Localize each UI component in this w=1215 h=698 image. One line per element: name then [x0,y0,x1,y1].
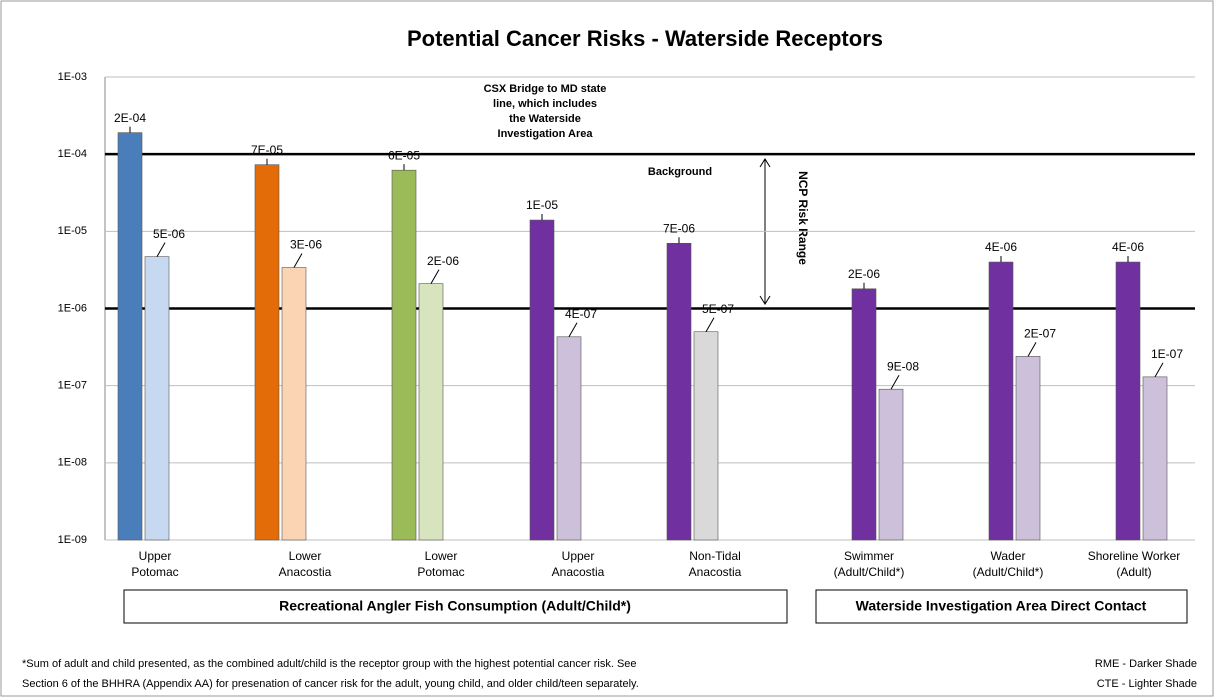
bar [281,267,307,541]
group-box [123,589,788,624]
data-label: 1E-05 [526,198,558,212]
x-tick-label: Lower [289,549,322,563]
annotation: CSX Bridge to MD state [484,83,607,95]
data-label: 6E-05 [388,148,420,162]
y-tick-label: 1E-07 [58,380,87,392]
x-tick-label: Anacostia [689,565,742,579]
bar [1142,376,1168,541]
annotation: line, which includes [493,98,597,110]
y-tick-label: 1E-08 [58,457,87,469]
label-leader [568,322,578,338]
bar [117,132,143,541]
x-tick-label: Potomac [131,565,178,579]
x-tick-label: Shoreline Worker [1088,549,1180,563]
annotation: NCP Risk Range [796,171,810,265]
x-tick-label: (Adult/Child*) [834,565,905,579]
data-label: 4E-07 [565,307,597,321]
bar [878,388,904,541]
x-tick-label: (Adult) [1116,565,1151,579]
bar [144,256,170,541]
data-label: 2E-04 [114,111,146,125]
x-tick-label: Upper [139,549,172,563]
x-tick-label: Anacostia [279,565,332,579]
label-leader [156,242,166,257]
data-label: 5E-07 [702,302,734,316]
group-label: Recreational Angler Fish Consumption (Ad… [279,598,631,614]
bar [1115,261,1141,541]
annotation: Background [648,166,712,178]
label-leader [430,269,440,284]
bar [529,219,555,541]
group-label: Waterside Investigation Area Direct Cont… [856,598,1147,614]
label-leader [705,317,715,332]
label-leader [1154,362,1164,378]
x-tick-label: Non-Tidal [689,549,741,563]
label-leader [890,374,900,390]
bar [391,169,417,541]
footnote: Section 6 of the BHHRA (Appendix AA) for… [22,678,639,690]
y-tick-label: 1E-09 [58,534,87,546]
y-tick-label: 1E-03 [58,71,87,83]
chart-title: Potential Cancer Risks - Waterside Recep… [407,26,883,51]
bar [693,331,719,541]
legend-entry: RME - Darker Shade [1095,658,1197,670]
data-label: 7E-06 [663,221,695,235]
x-tick-label: Potomac [417,565,464,579]
group-box [815,589,1188,624]
data-label: 2E-06 [427,254,459,268]
data-label: 1E-07 [1151,347,1183,361]
bar [666,242,692,541]
annotation: Investigation Area [498,128,594,140]
x-tick-label: Upper [562,549,595,563]
bar [851,288,877,541]
data-label: 2E-07 [1024,326,1056,340]
label-leader [293,253,303,268]
data-label: 4E-06 [1112,240,1144,254]
label-leader [1027,342,1037,357]
data-label: 2E-06 [848,267,880,281]
data-label: 9E-08 [887,359,919,373]
data-label: 7E-05 [251,143,283,157]
x-tick-label: Swimmer [844,549,894,563]
y-tick-label: 1E-04 [58,148,87,160]
bar [254,164,280,541]
data-label: 3E-06 [290,238,322,252]
legend-entry: CTE - Lighter Shade [1097,678,1197,690]
x-tick-label: (Adult/Child*) [973,565,1044,579]
y-tick-label: 1E-05 [58,225,87,237]
x-tick-label: Wader [991,549,1026,563]
data-label: 5E-06 [153,227,185,241]
annotation: the Waterside [509,113,581,125]
y-tick-label: 1E-06 [58,302,87,314]
x-tick-label: Lower [425,549,458,563]
data-label: 4E-06 [985,240,1017,254]
bar [556,336,582,541]
x-tick-label: Anacostia [552,565,605,579]
bar [418,283,444,541]
bar [988,261,1014,541]
bar [1015,356,1041,541]
arrow-head [759,158,771,305]
footnote: *Sum of adult and child presented, as th… [22,658,637,670]
